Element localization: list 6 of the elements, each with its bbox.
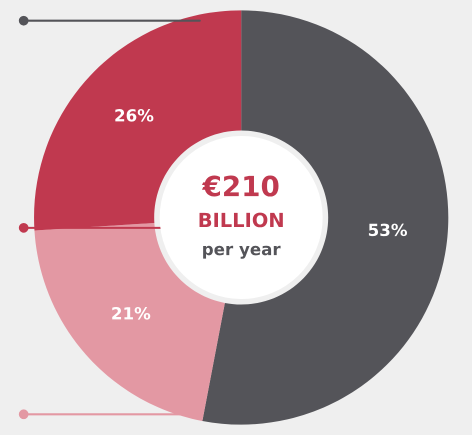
text: €210 (202, 176, 279, 197)
text: per year (203, 246, 281, 259)
data-label: 21% (112, 306, 150, 320)
text: BILLION (200, 212, 283, 228)
data-label: 26% (115, 109, 154, 122)
data-label: 53% (368, 224, 408, 236)
